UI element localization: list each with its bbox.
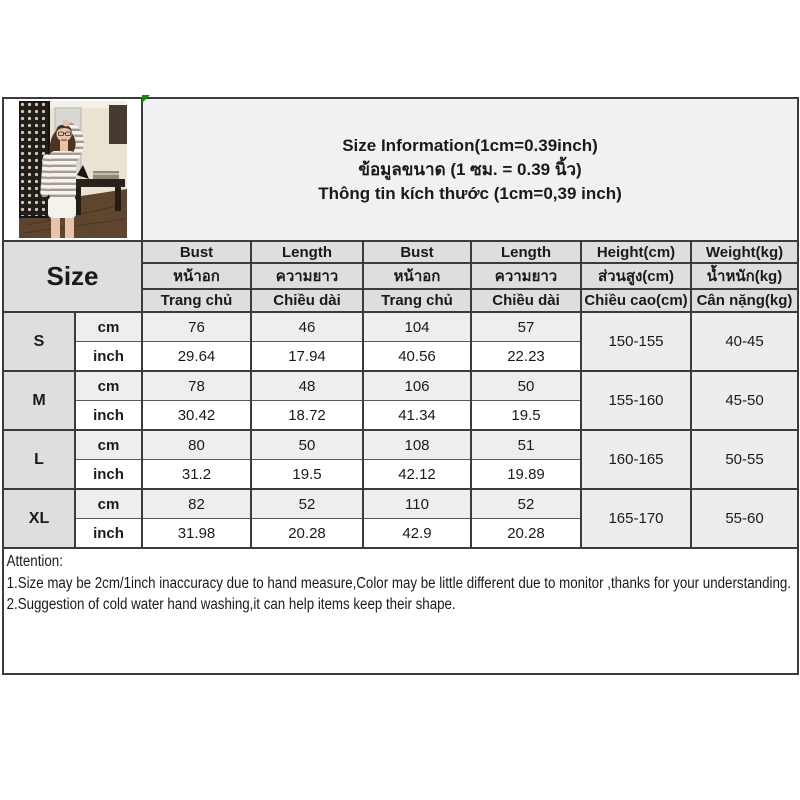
row-xl-cm: XL cm 82 52 110 52 165-170 55-60 (2, 488, 799, 549)
header-row-english: Size Bust Length Bust Length Height(cm) … (2, 240, 799, 313)
header-length-1-vi: Chiều dài (250, 288, 364, 313)
value-cell: 22.23 (470, 341, 582, 372)
header-bust-2-vi: Trang chủ (362, 288, 472, 313)
title-thai: ข้อมูลขนาด (1 ซม. = 0.39 นิ้ว) (358, 159, 582, 179)
value-cell: 29.64 (141, 341, 252, 372)
value-cell: 19.89 (470, 459, 582, 490)
header-bust-1: Bust (141, 240, 252, 264)
value-cell: 18.72 (250, 400, 364, 431)
value-cell: 76 (141, 311, 252, 342)
value-cell: 82 (141, 488, 252, 519)
header-length-2: Length (470, 240, 582, 264)
value-cell: 41.34 (362, 400, 472, 431)
title-vietnamese: Thông tin kích thước (1cm=0,39 inch) (318, 183, 622, 203)
size-m: M (2, 370, 76, 431)
size-header: Size (2, 240, 143, 313)
value-cell: 20.28 (470, 518, 582, 549)
height-range-m: 155-160 (580, 370, 692, 431)
value-cell: 20.28 (250, 518, 364, 549)
header-length-1-th: ความยาว (250, 262, 364, 290)
weight-range-l: 50-55 (690, 429, 799, 490)
row-s-inch: inch 29.64 17.94 40.56 22.23 (3, 341, 798, 372)
value-cell: 48 (250, 370, 364, 401)
unit-inch: inch (74, 459, 143, 490)
title-row: Size Information(1cm=0.39inch) ข้อมูลขนา… (2, 97, 799, 242)
header-length-1: Length (250, 240, 364, 264)
value-cell: 52 (470, 488, 582, 519)
header-row-vietnamese: Trang chủ Chiều dài Trang chủ Chiều dài … (3, 288, 799, 313)
value-cell: 104 (362, 311, 472, 342)
header-height-vi: Chiều cao(cm) (580, 288, 692, 313)
value-cell: 17.94 (250, 341, 364, 372)
size-table: Size Information(1cm=0.39inch) ข้อมูลขนา… (2, 97, 799, 675)
unit-cm: cm (74, 429, 143, 460)
value-cell: 110 (362, 488, 472, 519)
value-cell: 31.2 (141, 459, 252, 490)
value-cell: 46 (250, 311, 364, 342)
value-cell: 50 (250, 429, 364, 460)
value-cell: 51 (470, 429, 582, 460)
weight-range-s: 40-45 (690, 311, 799, 372)
attention-row: Attention: 1.Size may be 2cm/1inch inacc… (2, 547, 799, 675)
row-m-cm: M cm 78 48 106 50 155-160 45-50 (2, 370, 799, 431)
value-cell: 19.5 (470, 400, 582, 431)
attention-label: Attention: (6, 553, 63, 570)
value-cell: 30.42 (141, 400, 252, 431)
unit-cm: cm (74, 488, 143, 519)
model-photo-cell (2, 97, 143, 242)
value-cell: 42.12 (362, 459, 472, 490)
header-height: Height(cm) (580, 240, 692, 264)
header-row-thai: หน้าอก ความยาว หน้าอก ความยาว ส่วนสูง(cm… (3, 262, 799, 290)
header-bust-1-th: หน้าอก (141, 262, 252, 290)
header-length-2-vi: Chiều dài (470, 288, 582, 313)
header-length-2-th: ความยาว (470, 262, 582, 290)
header-height-th: ส่วนสูง(cm) (580, 262, 692, 290)
unit-cm: cm (74, 370, 143, 401)
header-bust-2-th: หน้าอก (362, 262, 472, 290)
value-cell: 80 (141, 429, 252, 460)
value-cell: 19.5 (250, 459, 364, 490)
height-range-xl: 165-170 (580, 488, 692, 549)
unit-inch: inch (74, 341, 143, 372)
weight-range-xl: 55-60 (690, 488, 799, 549)
height-range-s: 150-155 (580, 311, 692, 372)
unit-inch: inch (74, 518, 143, 549)
header-weight: Weight(kg) (690, 240, 799, 264)
model-photo (19, 101, 127, 238)
value-cell: 40.56 (362, 341, 472, 372)
weight-range-m: 45-50 (690, 370, 799, 431)
unit-cm: cm (74, 311, 143, 342)
row-l-cm: L cm 80 50 108 51 160-165 50-55 (2, 429, 799, 490)
row-l-inch: inch 31.2 19.5 42.12 19.89 (3, 459, 798, 490)
value-cell: 52 (250, 488, 364, 519)
header-bust-2: Bust (362, 240, 472, 264)
value-cell: 42.9 (362, 518, 472, 549)
size-l: L (2, 429, 76, 490)
size-xl: XL (2, 488, 76, 549)
unit-inch: inch (74, 400, 143, 431)
title-cell: Size Information(1cm=0.39inch) ข้อมูลขนา… (141, 97, 799, 242)
row-s-cm: S cm 76 46 104 57 150-155 40-45 (2, 311, 799, 372)
row-xl-inch: inch 31.98 20.28 42.9 20.28 (3, 518, 798, 549)
excel-comment-marker (142, 95, 150, 103)
height-range-l: 160-165 (580, 429, 692, 490)
header-weight-th: น้ำหนัก(kg) (690, 262, 799, 290)
size-s: S (2, 311, 76, 372)
attention-cell: Attention: 1.Size may be 2cm/1inch inacc… (2, 547, 799, 675)
header-bust-1-vi: Trang chủ (141, 288, 252, 313)
value-cell: 78 (141, 370, 252, 401)
attention-text: Attention: 1.Size may be 2cm/1inch inacc… (5, 550, 796, 616)
value-cell: 31.98 (141, 518, 252, 549)
value-cell: 50 (470, 370, 582, 401)
attention-note-2: 2.Suggestion of cold water hand washing,… (6, 596, 456, 613)
value-cell: 57 (470, 311, 582, 342)
attention-note-1: 1.Size may be 2cm/1inch inaccuracy due t… (6, 574, 792, 592)
value-cell: 106 (362, 370, 472, 401)
header-weight-vi: Cân nặng(kg) (690, 288, 799, 313)
value-cell: 108 (362, 429, 472, 460)
title-english: Size Information(1cm=0.39inch) (342, 135, 598, 155)
